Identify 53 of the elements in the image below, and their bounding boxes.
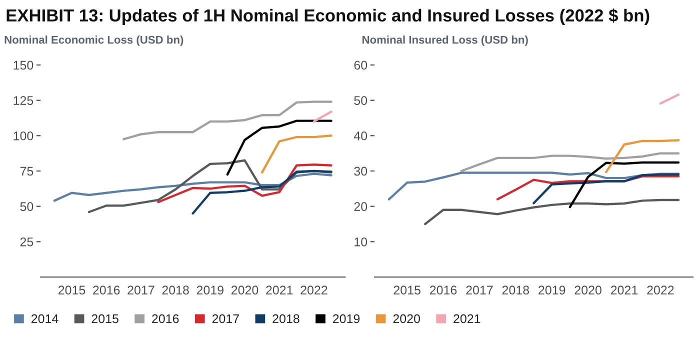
- y-tick-label: 10: [354, 237, 368, 246]
- line-series: [388, 172, 680, 200]
- line-series: [260, 134, 332, 174]
- legend-label: 2019: [333, 314, 360, 324]
- legend-label: 2017: [212, 314, 239, 324]
- chart-title: EXHIBIT 13: Updates of 1H Nominal Economic and Insured Losses (2022 $ bn): [6, 8, 650, 26]
- legend-label: 2016: [152, 314, 179, 324]
- line-series: [122, 100, 332, 140]
- y-tick-label: 40: [354, 131, 368, 140]
- x-tick-label: 2017: [128, 286, 154, 295]
- y-axis-title: Nominal Economic Loss (USD bn): [4, 36, 184, 46]
- x-tick-label: 2016: [430, 286, 457, 295]
- x-tick-label: 2016: [93, 286, 120, 295]
- x-tick-label: 2019: [538, 286, 566, 295]
- line-series: [226, 120, 332, 176]
- x-tick-label: 2021: [610, 286, 638, 295]
- x-tick-label: 2015: [394, 286, 420, 295]
- line-series: [88, 159, 332, 214]
- x-tick-label: 2015: [58, 286, 86, 295]
- x-tick-label: 2020: [231, 286, 258, 295]
- y-tick-label: 30: [354, 166, 368, 176]
- y-tick-label: 150: [14, 60, 34, 70]
- line-series: [605, 139, 680, 174]
- legend-label: 2018: [272, 314, 300, 324]
- line-series: [568, 161, 680, 208]
- x-tick-label: 2022: [647, 286, 674, 295]
- x-tick-label: 2018: [162, 286, 189, 295]
- y-tick-label: 60: [354, 60, 368, 70]
- line-series: [424, 198, 680, 226]
- y-tick-label: 125: [14, 96, 34, 105]
- y-tick-label: 50: [354, 96, 368, 105]
- line-series: [496, 175, 680, 200]
- y-tick-label: 50: [20, 202, 34, 211]
- y-axis-title: Nominal Insured Loss (USD bn): [362, 36, 528, 46]
- y-tick-label: 100: [14, 131, 34, 140]
- x-tick-label: 2022: [300, 286, 328, 295]
- line-series: [53, 172, 332, 202]
- line-series: [157, 164, 332, 204]
- legend-label: 2021: [454, 314, 480, 324]
- x-tick-label: 2020: [574, 286, 602, 295]
- x-tick-label: 2019: [196, 286, 224, 295]
- legend-label: 2014: [31, 314, 58, 324]
- line-series: [192, 170, 332, 215]
- y-tick-label: 20: [354, 202, 368, 211]
- y-tick-label: 25: [20, 237, 34, 246]
- x-tick-label: 2021: [266, 286, 293, 295]
- line-series: [532, 173, 680, 204]
- x-tick-label: 2018: [502, 286, 530, 295]
- legend-label: 2015: [92, 314, 118, 324]
- legend-label: 2020: [393, 314, 420, 324]
- line-series: [460, 152, 680, 172]
- x-tick-label: 2017: [466, 286, 493, 295]
- y-tick-label: 75: [20, 166, 34, 176]
